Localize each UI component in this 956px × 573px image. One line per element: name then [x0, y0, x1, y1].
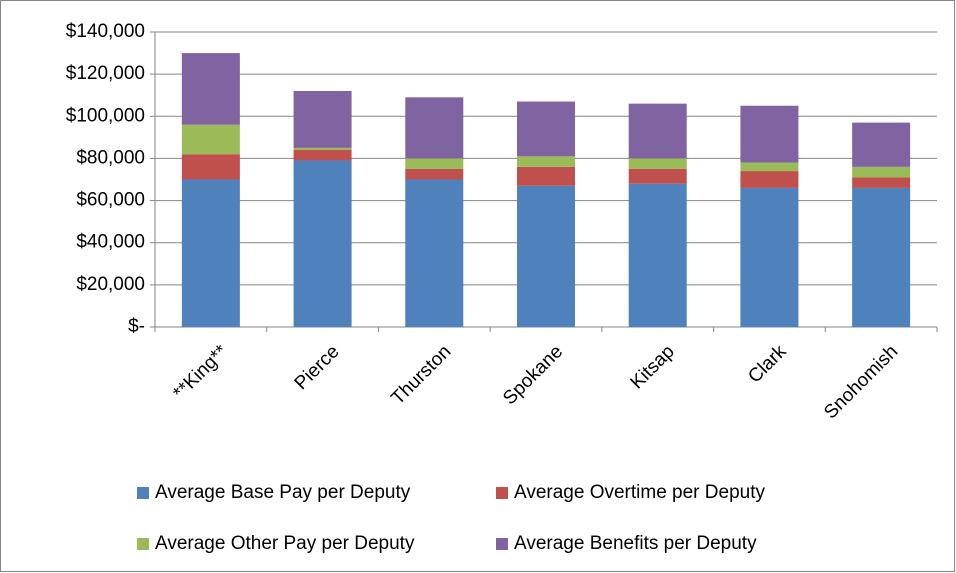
bar-segment — [405, 179, 464, 327]
y-tick-label: $60,000 — [76, 190, 145, 211]
y-tick-label: $40,000 — [76, 232, 145, 253]
bar-segment — [517, 166, 575, 186]
bar-segment — [628, 183, 687, 327]
bar-segment — [405, 158, 464, 169]
bar-segment — [852, 122, 911, 167]
y-tick-label: $100,000 — [66, 105, 145, 126]
legend-swatch — [496, 487, 508, 499]
legend-label: Average Base Pay per Deputy — [155, 482, 411, 503]
bar-segment — [628, 168, 687, 184]
bar-segment — [517, 101, 575, 157]
bar-segment — [517, 156, 575, 167]
legend-swatch — [496, 538, 508, 550]
y-tick-label: $140,000 — [66, 21, 145, 42]
bar-segment — [517, 185, 575, 327]
bar-segment — [293, 91, 352, 148]
bar-segment — [852, 187, 911, 327]
legend-swatch — [137, 538, 149, 550]
legend-label: Average Benefits per Deputy — [514, 533, 757, 554]
bar-segment — [293, 147, 352, 150]
bar-segment — [852, 166, 911, 178]
bar-segment — [852, 177, 911, 188]
bar-segment — [405, 97, 464, 159]
bar-segment — [740, 162, 799, 172]
bar-segment — [181, 53, 240, 125]
y-tick-label: $- — [128, 316, 145, 337]
y-tick-label: $120,000 — [66, 63, 145, 84]
legend-label: Average Other Pay per Deputy — [155, 533, 415, 554]
bar-segment — [405, 168, 464, 180]
y-tick-label: $80,000 — [76, 147, 145, 168]
legend-label: Average Overtime per Deputy — [514, 482, 765, 503]
bar-segment — [740, 171, 799, 188]
bar-segment — [181, 179, 240, 327]
y-tick-label: $20,000 — [76, 274, 145, 295]
bar-segment — [293, 160, 352, 327]
bar-segment — [181, 154, 240, 180]
bar-segment — [740, 187, 799, 327]
bar-segment — [740, 105, 799, 163]
bar-segment — [293, 150, 352, 161]
bar-segment — [628, 158, 687, 169]
bar-segment — [181, 124, 240, 155]
bar-segment — [628, 103, 687, 159]
legend-swatch — [137, 487, 149, 499]
